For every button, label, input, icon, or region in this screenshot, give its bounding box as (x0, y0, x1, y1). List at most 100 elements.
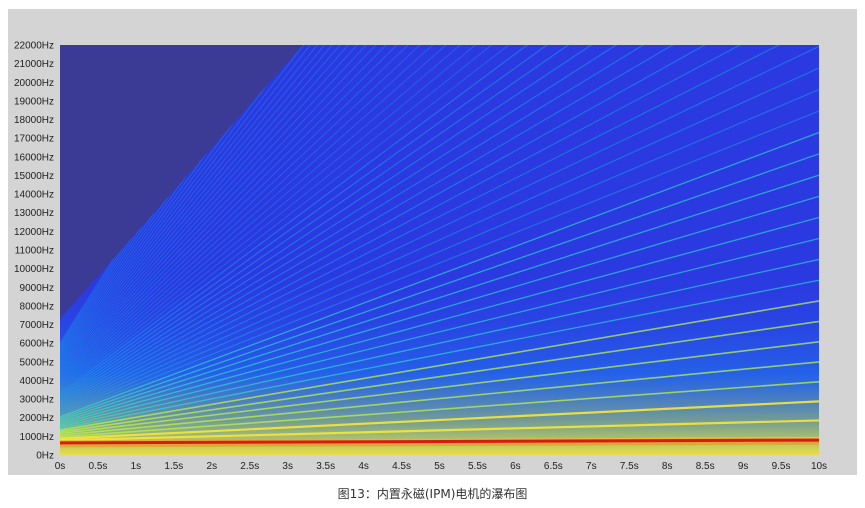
y-tick-label: 16000Hz (14, 152, 54, 163)
y-tick-label: 6000Hz (20, 339, 54, 350)
y-tick-label: 14000Hz (14, 190, 54, 201)
harmonic-line (60, 279, 819, 430)
harmonic-line (60, 400, 819, 440)
harmonic-line (60, 45, 311, 362)
x-tick-label: 0.5s (88, 461, 107, 472)
harmonic-line (60, 89, 819, 415)
harmonic-line (60, 45, 286, 356)
y-tick-label: 5000Hz (20, 357, 54, 368)
y-tick-label: 9000Hz (20, 283, 54, 294)
y-tick-label: 3000Hz (20, 395, 54, 406)
harmonic-line (60, 45, 529, 394)
harmonic-line (60, 45, 326, 366)
x-tick-label: 2.5s (240, 461, 259, 472)
plot-area (60, 45, 819, 455)
harmonic-line (60, 340, 819, 435)
harmonic-line (60, 45, 742, 408)
harmonic-line (60, 381, 819, 438)
no-data-region (60, 45, 303, 319)
x-tick-label: 4s (358, 461, 369, 472)
x-tick-label: 1.5s (164, 461, 183, 472)
x-tick-label: 5.5s (468, 461, 487, 472)
harmonic-line (60, 258, 819, 428)
fundamental-line (60, 438, 819, 445)
x-tick-label: 6s (510, 461, 521, 472)
harmonic-line (60, 45, 434, 384)
harmonic-line (60, 45, 387, 378)
figure-caption: 图13：内置永磁(IPM)电机的瀑布图 (337, 487, 528, 501)
y-tick-label: 7000Hz (20, 320, 54, 331)
harmonic-line (60, 195, 819, 423)
harmonic-line (60, 45, 398, 379)
y-axis: 0Hz 1000Hz 2000Hz 3000Hz 4000Hz 5000Hz 6000Hz 7… (14, 41, 54, 462)
y-tick-label: 11000Hz (15, 246, 54, 257)
harmonic-line (60, 320, 819, 433)
x-tick-label: 5s (434, 461, 445, 472)
x-tick-label: 4.5s (392, 461, 411, 472)
y-tick-label: 1000Hz (20, 432, 54, 443)
harmonic-line (60, 45, 477, 389)
harmonic-line (60, 237, 819, 426)
harmonic-line (60, 110, 819, 416)
harmonic-line (60, 45, 377, 376)
harmonic-line (60, 45, 510, 393)
harmonic-line (60, 45, 292, 357)
harmonic-line (60, 45, 461, 388)
x-tick-label: 6.5s (544, 461, 563, 472)
harmonic-line (60, 45, 333, 367)
y-tick-label: 22000Hz (14, 41, 54, 52)
harmonic-line (60, 45, 358, 372)
harmonic-line (60, 45, 593, 399)
x-tick-label: 3s (282, 461, 293, 472)
y-tick-label: 19000Hz (14, 96, 54, 107)
x-tick-label: 7s (586, 461, 597, 472)
harmonic-line (60, 45, 298, 359)
y-tick-label: 8000Hz (20, 301, 54, 312)
y-tick-label: 21000Hz (14, 59, 54, 70)
y-tick-label: 2000Hz (20, 413, 54, 424)
x-tick-label: 1s (131, 461, 142, 472)
harmonic-line (60, 67, 819, 413)
harmonic-line (60, 216, 819, 425)
harmonic-line (60, 45, 305, 361)
y-tick-label: 12000Hz (14, 227, 54, 238)
y-tick-label: 18000Hz (14, 115, 54, 126)
harmonic-line (60, 45, 341, 369)
harmonic-line (60, 45, 409, 381)
harmonic-line (60, 45, 493, 391)
harmonic-line (60, 174, 819, 421)
y-tick-label: 0Hz (36, 451, 54, 462)
y-tick-label: 10000Hz (14, 264, 54, 275)
x-tick-label: 9.5s (772, 461, 791, 472)
y-tick-label: 13000Hz (14, 208, 54, 219)
harmonic-line (60, 361, 819, 437)
harmonic-line (60, 45, 349, 371)
harmonic-line (60, 45, 706, 406)
harmonic-line (60, 300, 819, 432)
harmonic-line (60, 45, 819, 411)
y-tick-label: 15000Hz (14, 171, 54, 182)
harmonic-line (60, 45, 781, 409)
harmonic-line (60, 45, 421, 383)
harmonic-line (60, 45, 447, 386)
harmonic-line (60, 419, 819, 442)
chart-panel: 0Hz 1000Hz 2000Hz 3000Hz 4000Hz 5000Hz 6000Hz 7… (8, 9, 857, 475)
harmonic-line (60, 45, 645, 403)
x-axis: 0s 0.5s 1s 1.5s 2s 2.5s 3s 3.5s 4s 4.5s 5s 5.5s 6s 6.… (55, 461, 827, 472)
harmonic-line (60, 131, 819, 418)
harmonic-line (60, 45, 570, 398)
harmonic-line (60, 45, 618, 401)
x-tick-label: 8.5s (696, 461, 715, 472)
x-tick-label: 9s (738, 461, 749, 472)
waterfall-chart: 0Hz 1000Hz 2000Hz 3000Hz 4000Hz 5000Hz 6000Hz 7… (14, 41, 827, 473)
x-tick-label: 2s (207, 461, 218, 472)
x-tick-label: 0s (55, 461, 66, 472)
harmonic-line (60, 45, 548, 396)
x-tick-label: 10s (811, 461, 827, 472)
y-tick-label: 20000Hz (14, 78, 54, 89)
y-tick-label: 17000Hz (14, 134, 54, 145)
harmonic-line (60, 45, 367, 374)
x-tick-label: 7.5s (620, 461, 639, 472)
harmonic-line (60, 153, 819, 420)
y-tick-label: 4000Hz (20, 376, 54, 387)
